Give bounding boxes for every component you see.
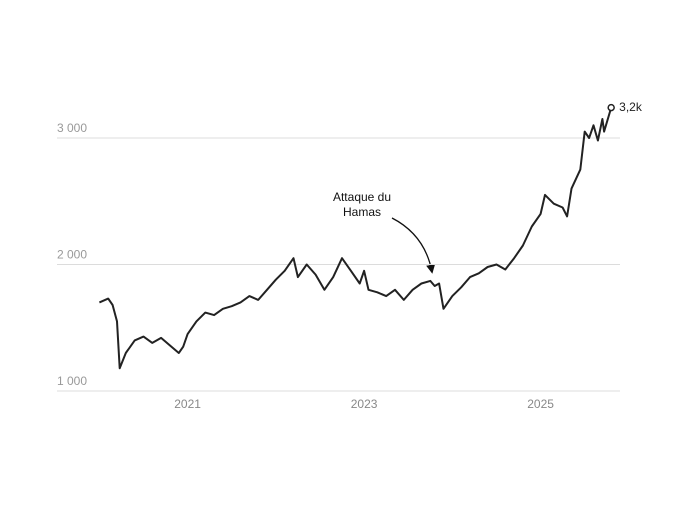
x-tick-label: 2023 [351, 397, 378, 411]
x-tick-label: 2025 [527, 397, 554, 411]
line [99, 107, 613, 370]
y-tick-label: 2 000 [57, 248, 87, 262]
annotation-arrow [391, 217, 436, 274]
end-marker [607, 103, 615, 112]
x-tick-label: 2021 [174, 397, 201, 411]
annotation: Attaque du Hamas [333, 190, 391, 219]
end-label: 3,2k [619, 100, 643, 114]
y-tick-label: 3 000 [57, 121, 87, 135]
y-tick-label: 1 000 [57, 374, 87, 388]
